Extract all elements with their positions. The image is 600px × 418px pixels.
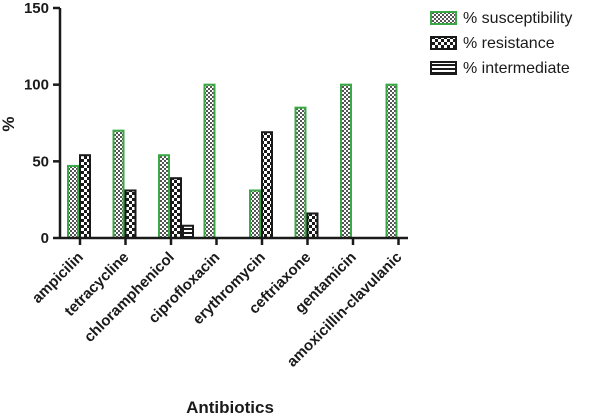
bar-susceptibility-ciprofloxacin: [203, 83, 216, 239]
bars-group: [67, 83, 398, 240]
y-tick-label: 50: [32, 153, 49, 170]
y-tick-label: 100: [24, 77, 49, 94]
legend-swatch-resistance: [430, 36, 457, 50]
bar-intermediate-chloramphenicol: [182, 224, 194, 240]
x-axis-title: Antibiotics: [186, 398, 274, 417]
bar-susceptibility-gentamicin: [340, 83, 352, 239]
y-tick-label: 150: [24, 0, 49, 17]
y-axis-title: %: [0, 116, 18, 131]
bar-susceptibility-ampicilin: [67, 164, 79, 239]
y-tick-label: 0: [41, 230, 49, 247]
bar-susceptibility-amoxicillin-clavulanic: [385, 83, 398, 239]
bar-resistance-ceftriaxone: [306, 212, 319, 239]
legend: % susceptibility % resistance % intermedia…: [430, 10, 572, 77]
x-axis-ticks: ampicilintetracyclinechloramphenicolcipr…: [29, 238, 405, 370]
legend-swatch-intermediate: [430, 61, 457, 75]
legend-label-resistance: % resistance: [463, 35, 555, 52]
legend-swatch-susceptibility: [430, 11, 457, 25]
bar-susceptibility-tetracycline: [112, 129, 125, 240]
y-axis-ticks: 0 50 100 150: [24, 0, 60, 247]
bar-resistance-tetracycline: [124, 189, 137, 239]
bar-resistance-ampicilin: [79, 154, 91, 239]
bar-susceptibility-chloramphenicol: [158, 154, 170, 239]
bar-resistance-chloramphenicol: [170, 177, 182, 239]
legend-label-susceptibility: % susceptibility: [463, 10, 572, 27]
bar-resistance-erythromycin: [261, 131, 273, 239]
bar-susceptibility-ceftriaxone: [294, 106, 307, 239]
bar-susceptibility-erythromycin: [249, 189, 261, 239]
legend-label-intermediate: % intermediate: [463, 60, 570, 77]
